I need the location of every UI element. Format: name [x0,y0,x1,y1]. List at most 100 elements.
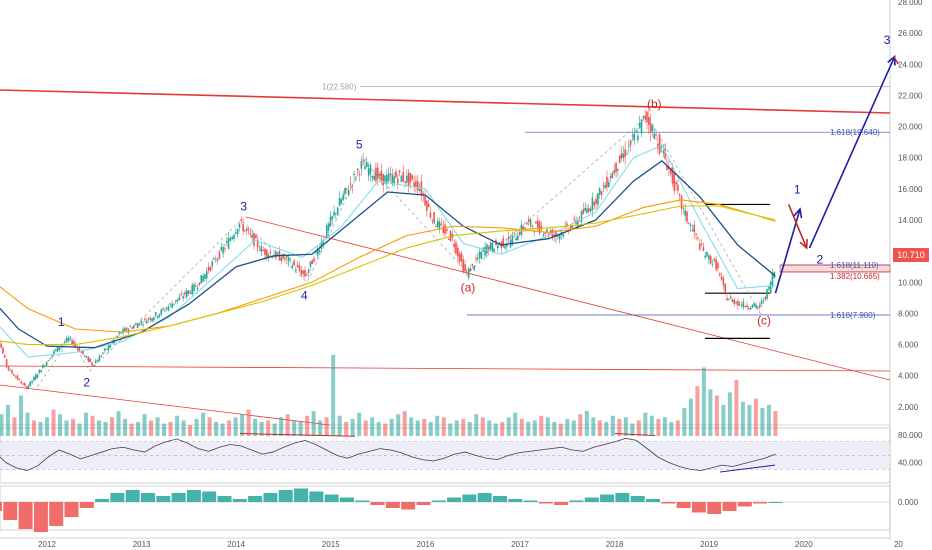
candle-body [547,233,550,236]
macd-histogram-bar [447,497,462,502]
moving-average-line [0,160,776,349]
candle-body [424,196,426,206]
candle-body [307,269,310,274]
candle-body [7,366,10,370]
candle-body [313,258,315,262]
volume-bar [207,417,212,436]
candle-body [507,236,510,240]
candle-body [733,300,736,304]
volume-bar [25,412,30,436]
candle-body [300,270,303,276]
candle-body [426,200,428,211]
candle-body [618,155,621,163]
volume-bar [487,420,492,436]
candle-body [105,348,108,350]
candle-body [236,229,239,234]
y-tick-label: 6.000 [898,341,919,350]
candle-body [40,370,42,373]
volume-bar [246,409,251,436]
candle-body [98,355,101,361]
volume-bar [45,417,49,436]
candle-body [202,275,204,282]
y-tick-label: 10.000 [898,278,923,287]
volume-bar [695,386,700,436]
candle-body [469,268,472,272]
candle-body [640,119,643,134]
candle-body [122,328,124,333]
candle-body [355,178,357,180]
volume-bar [747,404,752,436]
y-tick-label: 16.000 [898,185,923,194]
candle-body [620,152,623,159]
volume-bar [428,421,433,436]
volume-bar [129,423,134,436]
volume-bar [253,418,258,436]
candle-body [327,223,330,231]
candle-body [473,265,475,270]
candle-body [529,219,532,226]
candle-body [558,234,561,240]
candle-body [744,306,747,308]
candle-body [395,171,397,178]
candle-body [45,361,48,366]
candle-body [693,224,696,233]
macd-histogram-bar [324,494,339,502]
volume-bar [155,417,160,436]
volume-bar [675,420,680,436]
candle-body [171,303,173,308]
candle-body [222,247,224,254]
volume-bar [142,414,147,436]
candle-body [653,133,656,139]
candle-body [511,235,514,246]
volume-bar [461,418,466,436]
volume-bar [727,392,732,436]
volume-bar [201,412,206,436]
volume-bar [12,417,17,436]
candle-body [664,148,666,160]
candle-body [655,134,657,136]
volume-bar [610,415,615,436]
macd-histogram-bar [125,490,140,502]
volume-bar [110,417,115,436]
volume-bar [662,417,667,436]
volume-bar [519,418,524,436]
candle-body [458,253,461,262]
candle-body [342,194,344,200]
candle-body [749,307,752,310]
volume-bar [500,421,505,436]
macd-histogram-bar [355,500,370,502]
support-red-line [0,365,891,372]
candle-body [698,243,701,250]
volume-bar [181,420,186,436]
candle-body [475,258,477,260]
candle-body [264,248,266,256]
volume-bar [669,421,674,436]
candle-body [74,344,77,347]
volume-bar [396,414,401,436]
macd-histogram-bar [508,499,523,502]
fib-level-label: 1.618(11.110) [830,261,879,270]
macd-histogram-bar [202,491,217,502]
macd-histogram-bar [477,493,492,502]
candle-body [476,257,479,260]
candle-body [51,354,53,357]
volume-bar [272,423,277,436]
candle-body [347,190,350,196]
volume-bar [454,420,459,436]
candle-body [244,230,246,232]
macd-histogram-bar [79,502,94,508]
y-tick-label: 24.000 [898,60,923,69]
volume-bar [58,414,63,436]
candle-body [85,356,88,358]
candle-body [296,264,299,268]
wave-label: 2 [83,376,90,390]
candle-body [142,324,144,326]
candle-body [455,242,457,254]
candle-body [611,172,614,179]
candle-body [227,237,230,249]
candle-body [447,238,450,240]
volume-bar [578,414,583,436]
macd-histogram-bar [49,502,64,526]
volume-bar [123,418,128,436]
